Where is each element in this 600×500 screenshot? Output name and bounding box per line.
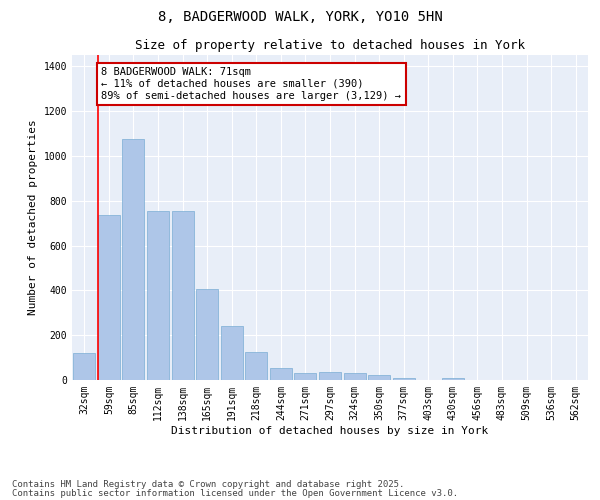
Bar xyxy=(319,372,341,380)
Text: Contains public sector information licensed under the Open Government Licence v3: Contains public sector information licen… xyxy=(12,488,458,498)
Bar xyxy=(196,289,218,380)
Bar xyxy=(368,375,390,380)
Y-axis label: Number of detached properties: Number of detached properties xyxy=(28,120,38,316)
Bar xyxy=(221,326,243,380)
Bar xyxy=(392,378,415,380)
Bar xyxy=(245,352,268,380)
X-axis label: Distribution of detached houses by size in York: Distribution of detached houses by size … xyxy=(172,426,488,436)
Bar xyxy=(442,378,464,380)
Title: Size of property relative to detached houses in York: Size of property relative to detached ho… xyxy=(135,40,525,52)
Bar xyxy=(295,374,316,380)
Bar xyxy=(98,216,120,380)
Bar xyxy=(270,368,292,380)
Bar xyxy=(122,139,145,380)
Bar xyxy=(147,211,169,380)
Text: 8 BADGERWOOD WALK: 71sqm
← 11% of detached houses are smaller (390)
89% of semi-: 8 BADGERWOOD WALK: 71sqm ← 11% of detach… xyxy=(101,68,401,100)
Text: 8, BADGERWOOD WALK, YORK, YO10 5HN: 8, BADGERWOOD WALK, YORK, YO10 5HN xyxy=(158,10,442,24)
Bar xyxy=(73,353,95,380)
Text: Contains HM Land Registry data © Crown copyright and database right 2025.: Contains HM Land Registry data © Crown c… xyxy=(12,480,404,489)
Bar xyxy=(344,374,365,380)
Bar xyxy=(172,211,194,380)
